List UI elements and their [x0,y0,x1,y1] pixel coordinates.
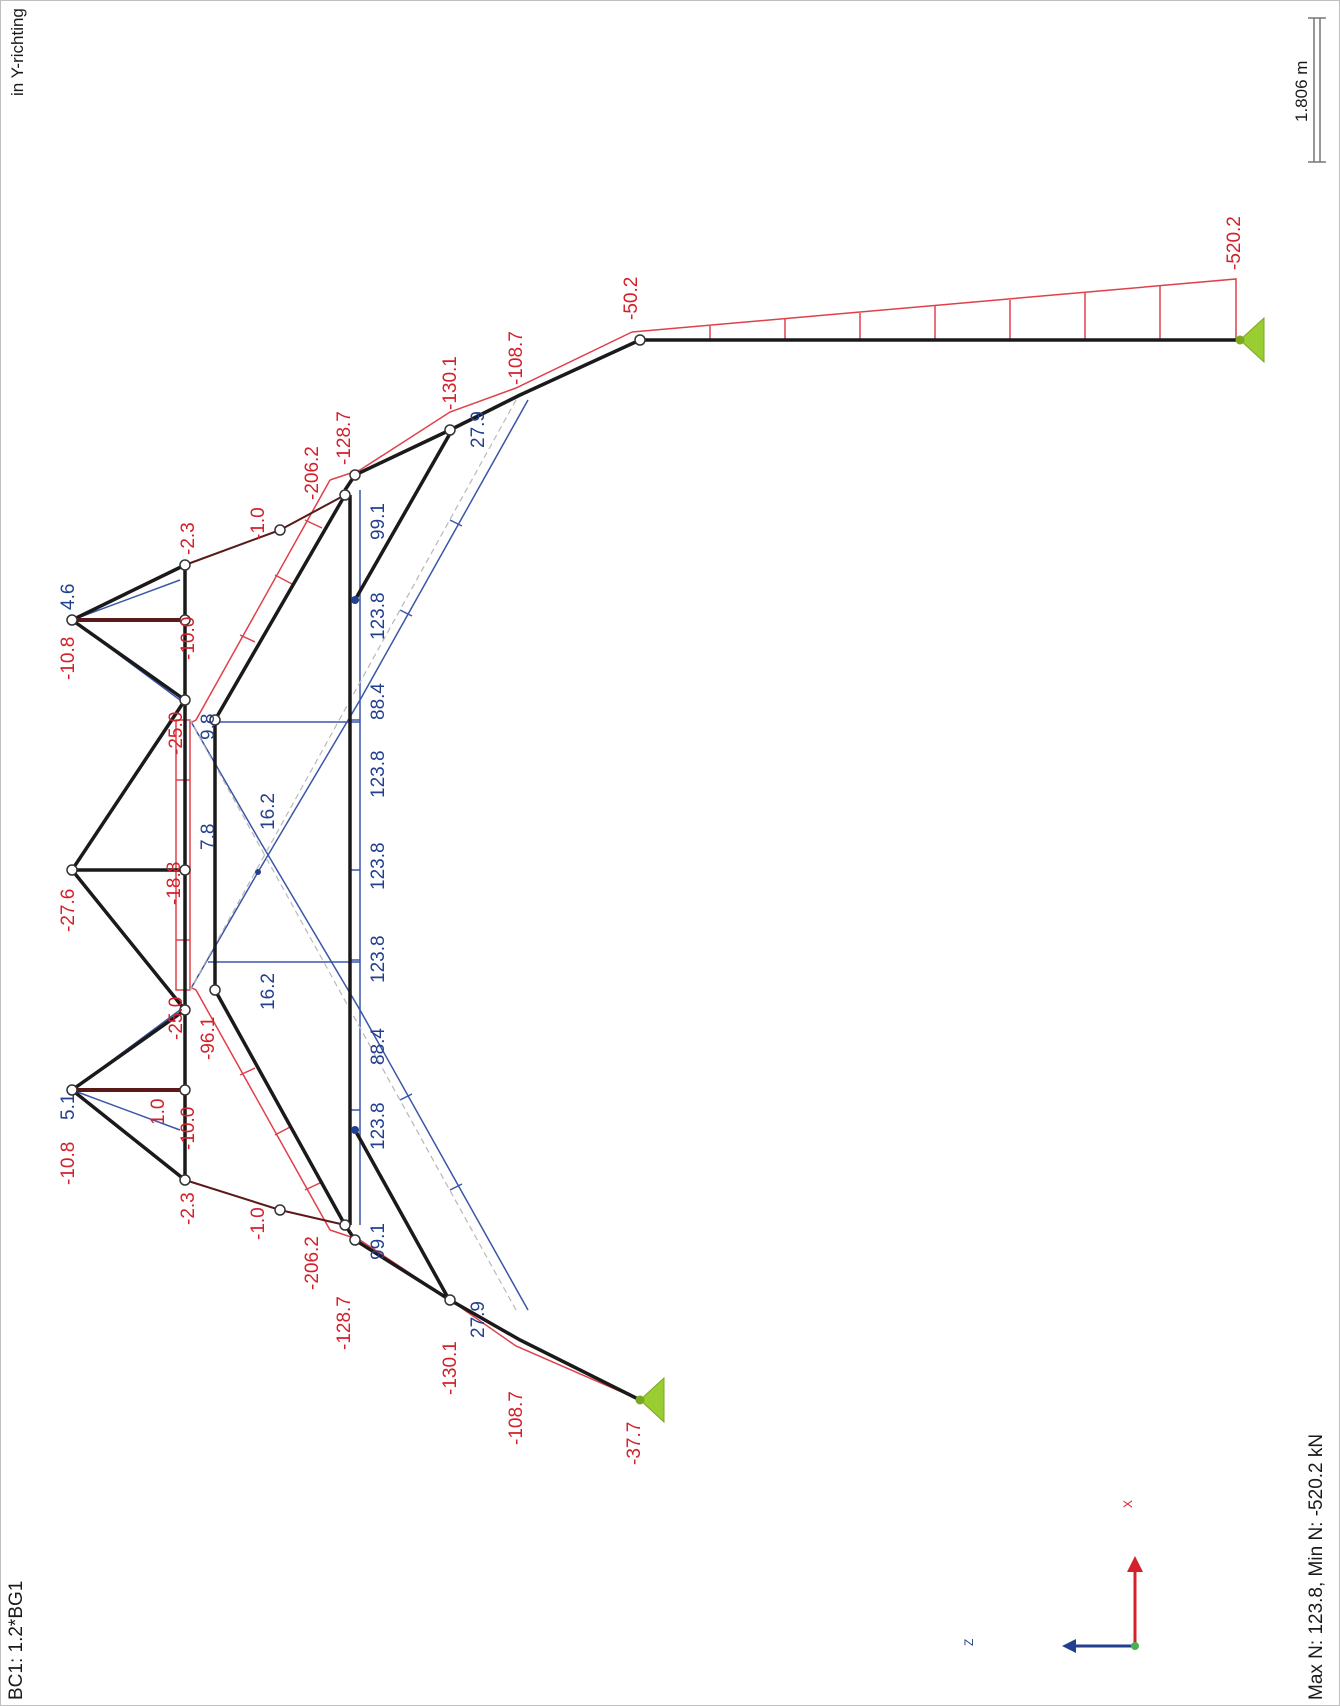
support-left [639,1376,665,1424]
label-r-123: 123.8 [368,592,389,640]
label-l-130: -130.1 [440,1341,461,1395]
label-l-108: -108.7 [506,1391,527,1445]
label-c-123-2: 123.8 [368,842,389,890]
label-c-123-3: 123.8 [368,935,389,983]
label-mid-18: -18.8 [164,862,185,905]
z-axis-label: Z [962,1639,976,1646]
structure-nodes [66,334,646,1306]
label-r-27: 27.9 [468,411,489,448]
label-r-1: -1.0 [248,507,269,540]
construction-lines [189,399,517,1311]
label-r-9: 9.8 [198,714,219,740]
label-l-1: 1.0 [148,1099,169,1125]
label-l-1b: -1.0 [248,1207,269,1240]
z-axis-arrowhead [1062,1639,1076,1653]
label-column-base: -520.2 [1224,216,1245,270]
label-l-apex-pos: 5.1 [58,1094,79,1120]
label-l-27: 27.9 [468,1301,489,1338]
label-r-108: -108.7 [506,331,527,385]
label-l-7: 7.8 [198,824,219,850]
label-r-206: -206.2 [302,446,323,500]
label-r-10: -10.0 [178,617,199,660]
label-r-88: 88.4 [368,683,389,720]
label-l-88: 88.4 [368,1028,389,1065]
x-axis-arrowhead [1127,1556,1143,1572]
label-mid-apex: -27.6 [58,889,79,932]
label-l-25: -25.0 [166,997,187,1040]
x-axis-label: X [1121,1500,1135,1508]
label-l-10: -10.0 [178,1107,199,1150]
axis-origin [1131,1642,1139,1650]
force-labels: -520.2 -50.2 -108.7 -130.1 -128.7 -206.2… [58,216,1245,1465]
label-l-2-3: -2.3 [178,1192,199,1225]
label-r-16: 16.2 [258,793,279,830]
label-column-top: -50.2 [621,277,642,320]
label-r-apex-pos: 4.6 [58,584,79,610]
compression-diagram [175,278,1237,1401]
scale-bar [1308,17,1326,163]
label-r-99: 99.1 [368,503,389,540]
label-c-123-1: 123.8 [368,750,389,798]
label-support-left: -37.7 [624,1422,645,1465]
label-r-apex-neg: -10.8 [58,637,79,680]
label-r-2-3: -2.3 [178,522,199,555]
label-l-206: -206.2 [302,1236,323,1290]
label-l-96: -96.1 [198,1017,219,1060]
label-l-128: -128.7 [334,1296,355,1350]
label-r-25: -25.0 [166,712,187,755]
bracing-members [72,494,346,1226]
label-l-99: 99.1 [368,1223,389,1260]
structure-members [68,338,1240,1402]
label-r-128: -128.7 [334,411,355,465]
supports [635,316,1265,1424]
axis-triad: X Z [962,1500,1143,1653]
label-l-apex-neg: -10.8 [58,1142,79,1185]
label-r-130: -130.1 [440,356,461,410]
chord-nodes [255,596,359,1134]
label-l-123: 123.8 [368,1102,389,1150]
tension-diagram [71,399,529,1311]
label-l-16: 16.2 [258,973,279,1010]
support-right [1239,316,1265,364]
